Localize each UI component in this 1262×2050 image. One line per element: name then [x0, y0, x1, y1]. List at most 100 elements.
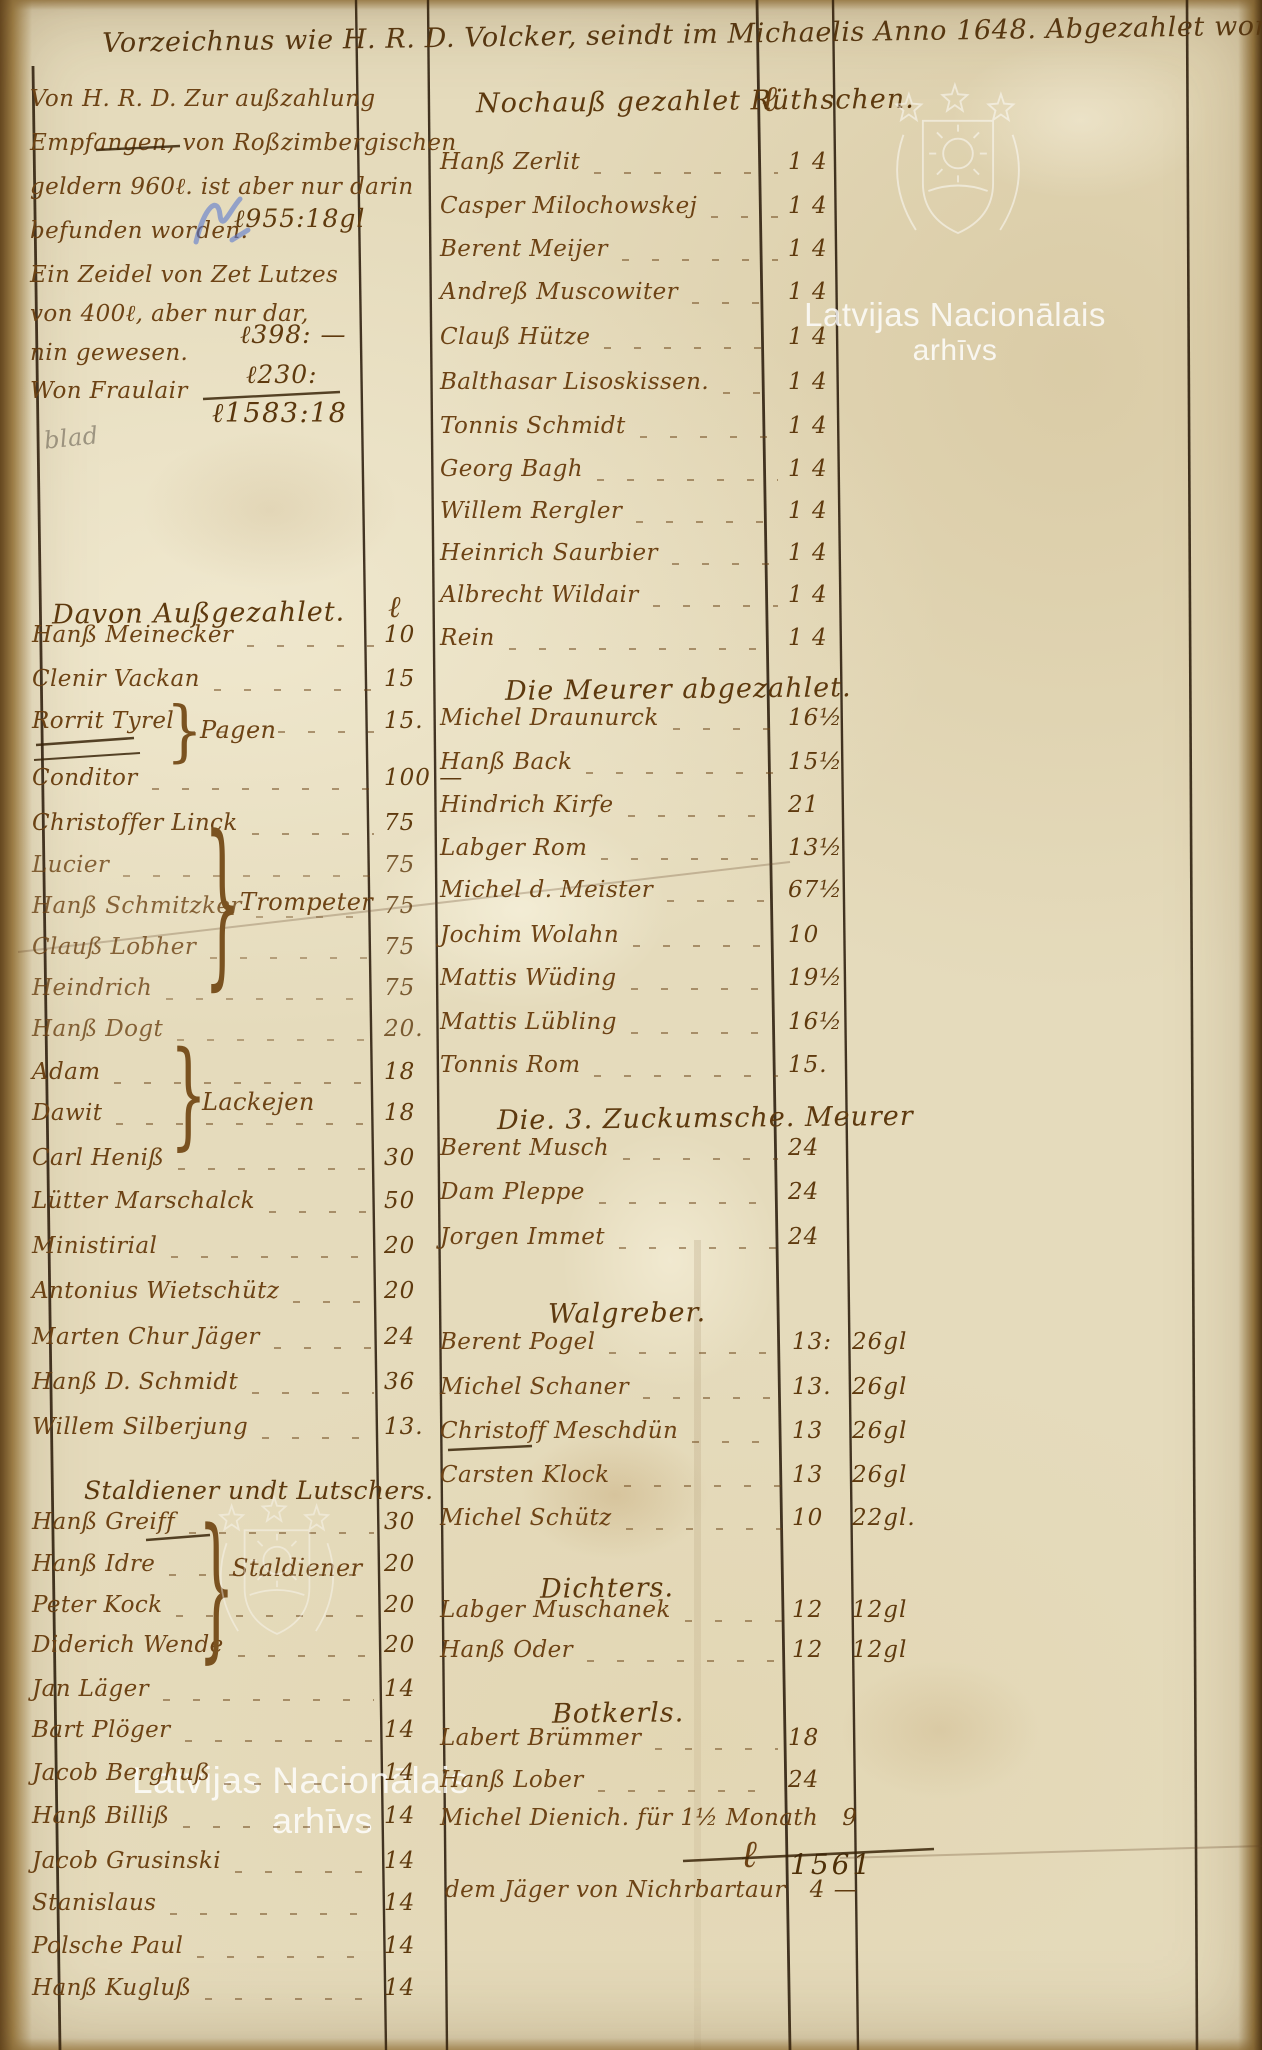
- row-name: Berent Pogel: [440, 1329, 596, 1355]
- group-label: Staldiener: [232, 1554, 363, 1582]
- row-name: Hanß Back: [440, 749, 573, 775]
- group-brace: }: [198, 1494, 235, 1679]
- row-leader: [210, 957, 374, 959]
- row-leader: [672, 728, 778, 730]
- row-amount: 1 4: [788, 279, 828, 305]
- row-leader: [601, 858, 778, 860]
- ledger-row: Hanß Back 15½: [440, 749, 850, 783]
- group-brace: }: [204, 796, 241, 1008]
- row-leader: [623, 1158, 778, 1160]
- ledger-row: Lucier 75: [32, 852, 430, 886]
- note-line: Von H. R. D. Zur außzahlung: [30, 86, 376, 112]
- row-amount: 24: [788, 1224, 820, 1250]
- row-amount: 30: [384, 1509, 416, 1535]
- note-line: befunden worden.: [30, 218, 249, 244]
- row-amount: 14: [384, 1848, 416, 1874]
- ledger-row: Hanß D. Schmidt 36: [32, 1369, 430, 1403]
- row-amount: 10: [384, 622, 416, 648]
- row-amount: 13.: [384, 1414, 424, 1440]
- ledger-row: Mattis Lübling 16½: [440, 1009, 850, 1043]
- ledger-row: Dawit 18: [32, 1100, 430, 1134]
- row-amount: 18: [384, 1100, 416, 1126]
- row-name: Rein: [440, 625, 495, 651]
- row-leader: [273, 1347, 374, 1349]
- row-name: Hanß Idre: [32, 1551, 156, 1577]
- section-header: Nochauß gezahlet Rüthschen.: [475, 83, 915, 120]
- ledger-row: Hanß Schmitzker 75: [32, 893, 430, 927]
- group-label: Pagen: [200, 716, 277, 744]
- row-amount: 15.: [788, 1052, 828, 1078]
- row-name: Conditor: [32, 765, 138, 791]
- row-leader: [723, 392, 778, 394]
- row-amount: 14: [384, 1975, 416, 2001]
- row-leader: [609, 1352, 782, 1354]
- left-subheader: Staldiener undt Lutschers.: [84, 1476, 434, 1505]
- row-leader: [188, 731, 374, 733]
- row-name: Ministirial: [32, 1233, 158, 1259]
- row-name: Michel Schaner: [440, 1374, 630, 1400]
- row-leader: [587, 1660, 782, 1662]
- note-line: von 400ℓ, aber nur dar,: [30, 301, 309, 327]
- row-leader: [633, 945, 778, 947]
- ledger-row: Rein 1 4: [440, 625, 850, 659]
- row-name: Berent Musch: [440, 1135, 610, 1161]
- row-name: Jacob Berghuß: [32, 1760, 211, 1786]
- row-leader: [237, 1655, 374, 1657]
- group-label: Lackejen: [202, 1088, 315, 1116]
- row-amount: 50: [384, 1188, 416, 1214]
- section-header: Die. 3. Zuckumsche. Meurer: [496, 1100, 914, 1137]
- row-name: Mattis Lübling: [440, 1009, 617, 1035]
- row-amount: 1 4: [788, 540, 828, 566]
- row-leader: [255, 916, 374, 918]
- row-amount: 14: [384, 1803, 416, 1829]
- row-leader: [586, 772, 778, 774]
- ledger-row: Hanß Lober 24: [440, 1767, 850, 1801]
- row-leader: [639, 436, 778, 438]
- row-name: Polsche Paul: [32, 1933, 184, 1959]
- row-leader: [247, 645, 374, 647]
- row-amount: 20.: [384, 1016, 424, 1042]
- row-name: Jorgen Immet: [440, 1224, 605, 1250]
- ledger-row: Michel Schaner 13. 26gl: [440, 1374, 932, 1408]
- row-leader: [177, 1039, 374, 1041]
- row-leader: [652, 605, 778, 607]
- row-leader: [205, 1998, 374, 2000]
- row-amount: 16½: [788, 1009, 843, 1035]
- row-leader: [262, 1437, 374, 1439]
- note-line: Ein Zeidel von Zet Lutzes: [30, 262, 339, 288]
- row-leader: [597, 479, 778, 481]
- ledger-row: Diderich Wende 20: [32, 1632, 430, 1666]
- row-name: Tonnis Schmidt: [440, 413, 626, 439]
- row-amount: 14: [384, 1933, 416, 1959]
- row-leader: [171, 1256, 374, 1258]
- row-leader: [623, 1485, 782, 1487]
- middle-currency-mark: ℓ: [762, 79, 778, 120]
- paper-stain: [950, 40, 1210, 200]
- row-leader: [178, 1168, 374, 1170]
- row-name: dem Jäger von Nichrbartaur: [445, 1877, 786, 1903]
- row-amount: 75: [384, 852, 416, 878]
- row-name: Michel Draunurck: [440, 705, 659, 731]
- note-amount: ℓ230:: [246, 360, 318, 389]
- ledger-row: Balthasar Lisoskissen. 1 4: [440, 369, 850, 403]
- row-amount: 1 4: [788, 149, 828, 175]
- row-name: Labger Rom: [440, 835, 588, 861]
- row-name: Heinrich Saurbier: [440, 540, 658, 566]
- ledger-row: Jorgen Immet 24: [440, 1224, 850, 1258]
- ledger-row: Christoffer Linck 75: [32, 810, 430, 844]
- row-amount: 30: [384, 1145, 416, 1171]
- row-leader: [604, 347, 778, 349]
- row-leader: [123, 875, 374, 877]
- row-amount: 12: [792, 1597, 824, 1623]
- ledger-row: Rorrit Tyrel 15.: [32, 708, 430, 742]
- ledger-row: dem Jäger von Nichrbartaur 4 —: [445, 1877, 857, 1911]
- row-name: Willem Silberjung: [32, 1414, 249, 1440]
- row-name: Hanß Dogt: [32, 1016, 164, 1042]
- row-amount: 13: [792, 1418, 824, 1444]
- row-name: Clauß Lobher: [32, 934, 197, 960]
- ledger-row: Antonius Wietschütz 20: [32, 1278, 430, 1312]
- row-leader: [268, 1211, 374, 1213]
- ledger-row: Hanß Dogt 20.: [32, 1016, 430, 1050]
- row-name: Heindrich: [32, 975, 153, 1001]
- note-line: nin gewesen.: [30, 340, 189, 366]
